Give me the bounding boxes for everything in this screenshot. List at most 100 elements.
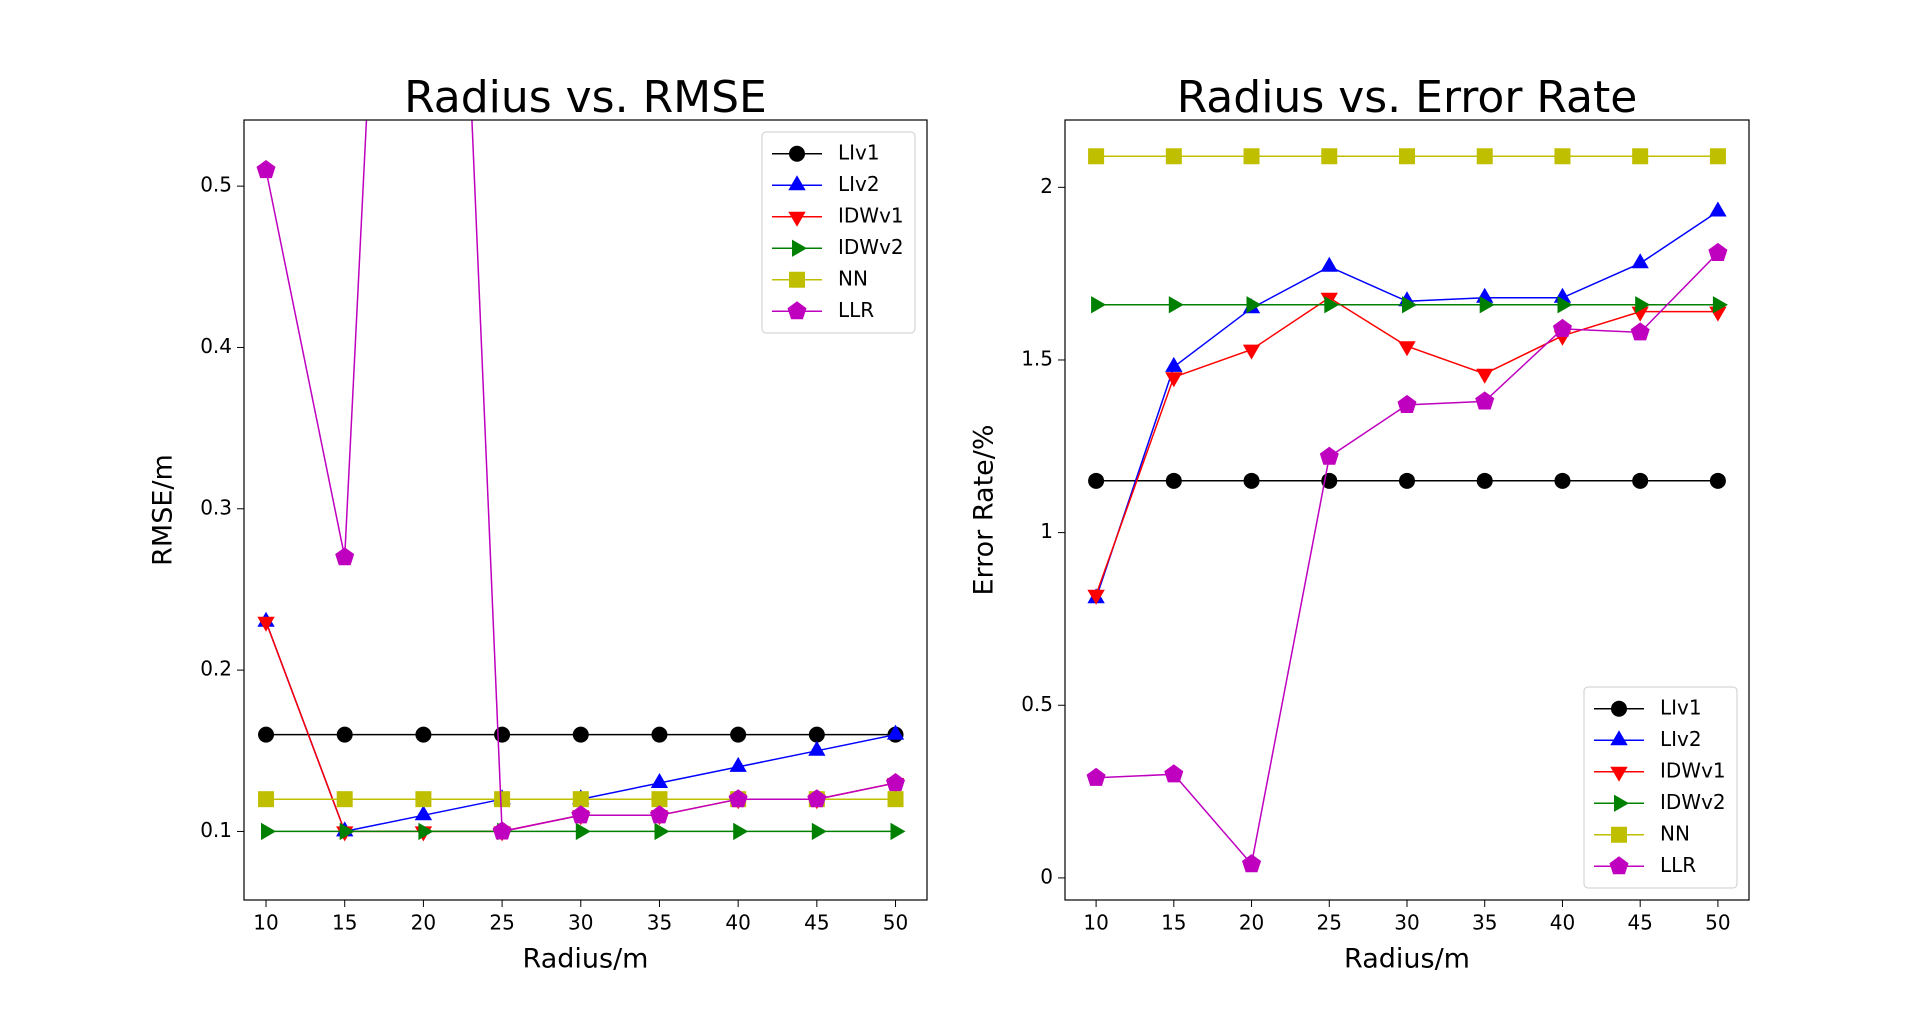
marker (1399, 148, 1415, 165)
marker (1088, 148, 1105, 165)
x-tick-label: 45 (1627, 911, 1652, 935)
marker (1479, 296, 1495, 314)
marker (1631, 253, 1649, 269)
y-tick-label: 0.2 (200, 657, 232, 681)
marker (1709, 201, 1727, 217)
marker (733, 822, 749, 841)
marker (1242, 854, 1262, 873)
legend-label: NN (1660, 821, 1690, 845)
marker (1246, 296, 1262, 314)
x-tick-label: 15 (332, 911, 357, 935)
marker (1164, 764, 1184, 783)
legend-label: NN (838, 266, 868, 290)
marker (414, 805, 433, 821)
legend-label: LLR (1660, 853, 1696, 877)
marker (728, 789, 748, 808)
legend-label: IDWv2 (1660, 790, 1726, 814)
marker (651, 726, 668, 743)
x-tick-label: 30 (568, 911, 593, 935)
marker (890, 822, 906, 841)
y-tick-label: 0 (1040, 864, 1053, 888)
legend: LIv1 LIv2 IDWv1 IDWv2 NN LLR (761, 131, 916, 334)
marker (1630, 322, 1650, 341)
marker (1557, 296, 1573, 314)
marker (789, 145, 805, 162)
x-tick-label: 20 (411, 911, 436, 935)
marker (651, 791, 668, 808)
marker (1635, 296, 1651, 314)
marker (1320, 256, 1338, 272)
series-line (265, 120, 896, 833)
marker (1165, 148, 1182, 165)
marker (788, 175, 806, 191)
marker (729, 756, 747, 772)
y-tick-label: 1 (1040, 519, 1053, 543)
marker (336, 726, 353, 743)
marker (1165, 472, 1182, 489)
marker (1086, 767, 1106, 786)
x-tick-label: 45 (804, 911, 829, 935)
axes-frame (243, 119, 928, 901)
x-tick-label: 30 (1394, 911, 1419, 935)
x-tick-label: 35 (1472, 911, 1497, 935)
marker (256, 160, 276, 179)
marker (261, 822, 276, 841)
axes-frame (1064, 119, 1750, 901)
marker (572, 726, 589, 743)
marker (1554, 472, 1571, 489)
marker (1476, 148, 1493, 165)
y-tick-label: 0.5 (200, 173, 232, 197)
marker (335, 547, 355, 566)
marker (257, 616, 275, 632)
legend: LIv1 LIv2 IDWv1 IDWv2 NN LLR (1583, 686, 1738, 889)
marker (887, 791, 904, 808)
x-tick-label: 10 (253, 911, 278, 935)
x-tick-label: 15 (1161, 911, 1186, 935)
marker (1609, 856, 1629, 875)
marker (1165, 372, 1183, 388)
legend-label: LIv1 (838, 140, 880, 164)
x-axis-label: Radius/m (523, 944, 649, 975)
marker (654, 822, 670, 841)
y-tick-label: 2 (1040, 174, 1053, 198)
marker (1402, 296, 1417, 314)
y-axis-label: Error Rate/% (969, 424, 1000, 595)
x-tick-label: 40 (725, 911, 750, 935)
marker (1610, 730, 1628, 746)
marker (1708, 242, 1728, 261)
marker (575, 822, 591, 841)
marker (1087, 589, 1105, 605)
marker (1632, 472, 1649, 489)
marker (1476, 472, 1493, 489)
marker (1319, 446, 1339, 465)
marker (787, 301, 807, 320)
marker (792, 239, 807, 257)
marker (886, 724, 905, 740)
x-tick-label: 20 (1239, 911, 1264, 935)
marker (1091, 296, 1107, 314)
marker (1611, 826, 1627, 843)
marker (811, 822, 827, 841)
marker (415, 791, 432, 808)
marker (415, 726, 432, 743)
legend-label: LIv2 (838, 172, 880, 196)
legend-label: IDWv1 (1660, 758, 1726, 782)
marker (258, 791, 275, 808)
marker (1475, 391, 1495, 410)
marker (789, 271, 805, 288)
marker (1321, 148, 1338, 165)
legend-label: LIv2 (1660, 727, 1702, 751)
y-tick-label: 0.1 (200, 818, 232, 842)
x-tick-label: 50 (1705, 911, 1730, 935)
marker (1168, 296, 1184, 314)
marker (258, 726, 275, 743)
y-tick-label: 0.4 (200, 334, 232, 358)
marker (1242, 344, 1261, 360)
x-tick-label: 50 (883, 911, 908, 935)
x-axis-label: Radius/m (1344, 944, 1470, 975)
y-tick-label: 0.5 (1021, 692, 1053, 716)
marker (1476, 368, 1494, 384)
chart: Radius vs. Error Rate Radius/m Error Rate/… (969, 72, 1750, 975)
legend-label: LIv1 (1660, 695, 1702, 719)
